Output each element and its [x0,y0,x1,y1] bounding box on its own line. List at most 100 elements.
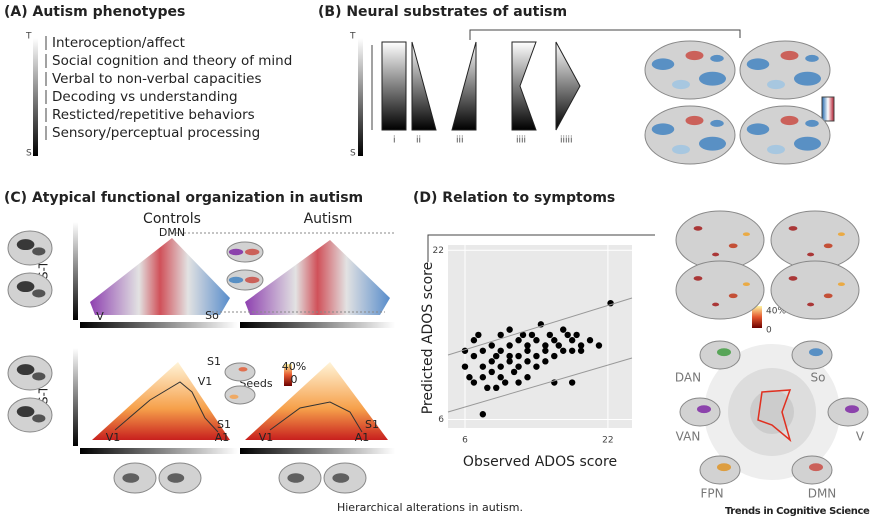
scatter-point [528,331,536,339]
phenotype: Decoding vs understanding [52,89,238,105]
scatter-point [542,342,549,349]
plot-label: 0 [291,373,298,386]
brain-blob [693,226,703,231]
brain-blob [794,136,821,151]
scatter-point [488,358,495,365]
brain-blob [805,119,819,127]
brain-blob [32,372,46,381]
scatter-point [519,331,527,339]
plot-label: V1 [198,375,213,388]
brain-blob [807,252,815,257]
brain-blob [717,463,731,472]
brain-blob [672,144,690,155]
phenotype: Social cognition and theory of mind [52,53,292,69]
scatter-point [524,342,531,349]
brain-blob [32,247,46,256]
network-label: DMN [808,487,837,501]
scatter-point [479,347,487,354]
brain-blob [16,281,35,293]
scatter-point [573,331,580,339]
brain-blob [746,123,770,135]
shape [451,41,477,131]
brain-blob [809,348,823,357]
brain-blob [238,367,248,372]
gradient-bar [240,448,395,454]
scatter-point [497,374,504,381]
panel-title: (B) Neural substrates of autism [318,4,567,20]
shape-label: iii [456,136,464,146]
colorbar [284,364,292,386]
brain-blob [332,473,350,483]
scatter-point [461,363,469,370]
colorbar [821,96,835,122]
brain-blob [16,239,35,251]
connector [427,234,655,262]
brain-blob [780,50,799,61]
brain-blob [693,276,703,281]
brain-blob [742,282,750,287]
scatter-point [515,363,522,370]
network-brains: DAN So V DMN FPN VAN [675,210,869,501]
scatter-point [497,331,504,339]
plot-label: DMN [159,226,185,239]
scatter-point [568,379,576,386]
brain-blob [245,248,260,256]
brain-blob [228,248,244,256]
brain-blob [32,414,46,423]
brain-blob [699,136,726,151]
brain-blob [807,302,815,307]
shape [555,41,581,131]
scatter-point [515,352,522,360]
scatter-point [533,337,540,344]
source: Trends in Cognitive Sciences [725,506,870,517]
shape [511,41,537,131]
scatter-point [515,337,522,344]
scatter-point [497,363,504,370]
y-tick-label: 6 [438,415,444,425]
brain-blob [697,405,711,414]
phenotype: Resticted/repetitive behaviors [52,107,255,123]
brain-blob [651,123,675,135]
brain-blob [685,115,704,126]
network-label: VAN [676,430,701,444]
brain-blob [823,293,833,299]
shape-label: ii [416,136,421,146]
plot-label: A1 [215,431,230,444]
brain-blob [16,364,35,376]
brain-blob [794,71,821,86]
scatter-plot: 6 22 6 22 [433,245,632,446]
brain-blob [767,79,785,90]
brain [644,105,736,165]
shape-label: iiiii [560,136,573,146]
gradient-bar [73,348,78,446]
gradient-cloud [245,240,390,315]
scatter-point [470,337,478,344]
phenotype: Interoception/affect [52,35,185,51]
brain-blob [685,50,704,61]
brain-blob [809,463,823,472]
connector [469,29,741,40]
brain-maps [644,40,831,165]
scatter-point [493,352,500,360]
panel-title: (A) Autism phenotypes [4,4,185,20]
scatter-point [533,363,540,370]
brain-blob [728,293,738,299]
brain [224,362,256,382]
brain-blob [122,473,140,483]
scatter-point [568,347,576,354]
brain-blob [767,144,785,155]
band-line [447,297,633,356]
brain [675,260,765,320]
scale-label: 40% [766,307,786,317]
group-label: Controls [143,211,201,227]
phenotype: Verbal to non-verbal capacities [52,71,261,87]
brain-blob [742,232,750,237]
gradient-bar [240,322,395,328]
scatter-point [479,411,487,418]
x-tick-label: 6 [462,436,468,446]
scatter-point [546,331,554,339]
plot-label: 40% [282,360,306,373]
scatter-point [493,384,500,392]
scatter-point [470,352,478,360]
brain-blob [823,243,833,249]
